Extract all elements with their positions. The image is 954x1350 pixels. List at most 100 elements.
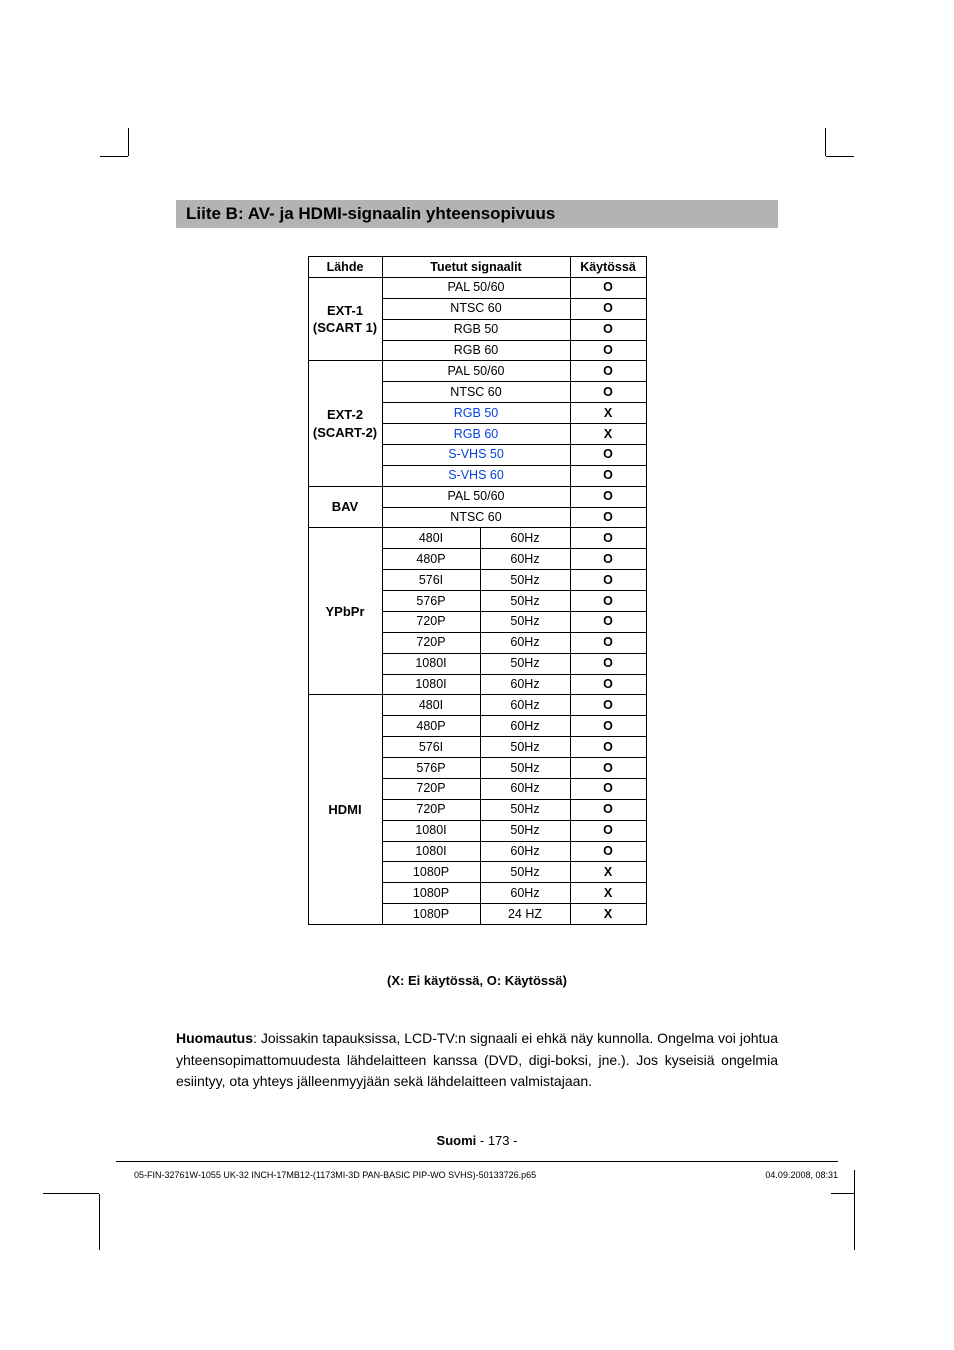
available-cell: X [570,403,646,424]
signal-cell: PAL 50/60 [382,361,570,382]
signal-cell: 1080P [382,904,480,925]
page-number-value: 173 - [488,1133,518,1148]
available-cell: O [570,340,646,361]
crop-mark [854,1194,855,1250]
footer-date: 04.09.2008, 08:31 [765,1170,838,1180]
signal-cell: 720P [382,778,480,799]
header-available: Käytössä [570,257,646,278]
signal-cell: 50Hz [480,862,570,883]
crop-mark [99,1194,100,1250]
signal-cell: NTSC 60 [382,507,570,528]
source-cell: EXT-1(SCART 1) [308,277,382,361]
available-cell: O [570,361,646,382]
signal-cell: 60Hz [480,528,570,549]
source-cell: HDMI [308,695,382,925]
signal-cell: 50Hz [480,570,570,591]
available-cell: O [570,820,646,841]
signal-cell: RGB 50 [382,319,570,340]
document-page: Liite B: AV- ja HDMI-signaalin yhteensop… [176,200,778,1148]
table-row: YPbPr480I60HzO [308,528,646,549]
legend-text: (X: Ei käytössä, O: Käytössä) [176,973,778,988]
available-cell: O [570,549,646,570]
available-cell: O [570,799,646,820]
available-cell: O [570,382,646,403]
available-cell: X [570,883,646,904]
available-cell: O [570,674,646,695]
signal-cell: 720P [382,632,480,653]
available-cell: O [570,695,646,716]
signal-cell: RGB 50 [382,403,570,424]
available-cell: X [570,424,646,445]
signal-cell: 720P [382,799,480,820]
signal-cell: 50Hz [480,799,570,820]
crop-mark [854,1170,855,1194]
source-cell: YPbPr [308,528,382,695]
signal-cell: 60Hz [480,841,570,862]
signal-cell: 50Hz [480,653,570,674]
crop-mark [825,128,826,156]
page-language: Suomi [437,1133,477,1148]
signal-cell: NTSC 60 [382,298,570,319]
header-source: Lähde [308,257,382,278]
signal-cell: 480I [382,695,480,716]
signal-cell: 576P [382,758,480,779]
page-separator: - [476,1133,488,1148]
signal-cell: 60Hz [480,695,570,716]
source-cell: BAV [308,486,382,528]
available-cell: O [570,319,646,340]
signal-cell: 1080I [382,653,480,674]
note-label: Huomautus [176,1030,253,1046]
available-cell: O [570,486,646,507]
signal-cell: 1080I [382,841,480,862]
available-cell: O [570,737,646,758]
footer-filename-line: 05-FIN-32761W-1055 UK-32 INCH-17MB12-(11… [116,1161,838,1180]
crop-mark [128,128,129,156]
signal-compatibility-table: Lähde Tuetut signaalit Käytössä EXT-1(SC… [308,256,647,925]
signal-cell: 1080P [382,862,480,883]
signal-cell: 1080I [382,674,480,695]
note-paragraph: Huomautus: Joissakin tapauksissa, LCD-TV… [176,1028,778,1093]
available-cell: O [570,277,646,298]
crop-mark [826,156,854,157]
table-header-row: Lähde Tuetut signaalit Käytössä [308,257,646,278]
available-cell: O [570,465,646,486]
available-cell: O [570,716,646,737]
available-cell: O [570,298,646,319]
signal-cell: 60Hz [480,716,570,737]
signal-cell: S-VHS 50 [382,444,570,465]
available-cell: O [570,444,646,465]
signal-cell: 50Hz [480,611,570,632]
signal-cell: 50Hz [480,820,570,841]
source-cell: EXT-2(SCART-2) [308,361,382,486]
signal-table-container: Lähde Tuetut signaalit Käytössä EXT-1(SC… [176,256,778,925]
page-number: Suomi - 173 - [176,1133,778,1148]
crop-mark [43,1193,99,1194]
available-cell: X [570,862,646,883]
signal-cell: PAL 50/60 [382,486,570,507]
signal-cell: 24 HZ [480,904,570,925]
signal-cell: S-VHS 60 [382,465,570,486]
available-cell: O [570,778,646,799]
signal-cell: RGB 60 [382,424,570,445]
signal-cell: 720P [382,611,480,632]
header-signals: Tuetut signaalit [382,257,570,278]
signal-cell: 60Hz [480,883,570,904]
table-row: EXT-2(SCART-2)PAL 50/60O [308,361,646,382]
footer-filename: 05-FIN-32761W-1055 UK-32 INCH-17MB12-(11… [134,1170,536,1180]
signal-cell: 480P [382,549,480,570]
signal-cell: 60Hz [480,549,570,570]
available-cell: O [570,570,646,591]
available-cell: O [570,758,646,779]
signal-cell: 480I [382,528,480,549]
available-cell: O [570,611,646,632]
signal-cell: 576I [382,570,480,591]
available-cell: O [570,528,646,549]
available-cell: O [570,591,646,612]
signal-cell: 50Hz [480,737,570,758]
available-cell: O [570,653,646,674]
table-row: BAVPAL 50/60O [308,486,646,507]
table-row: HDMI480I60HzO [308,695,646,716]
signal-cell: 50Hz [480,591,570,612]
signal-cell: 1080P [382,883,480,904]
note-body: : Joissakin tapauksissa, LCD-TV:n signaa… [176,1030,778,1089]
